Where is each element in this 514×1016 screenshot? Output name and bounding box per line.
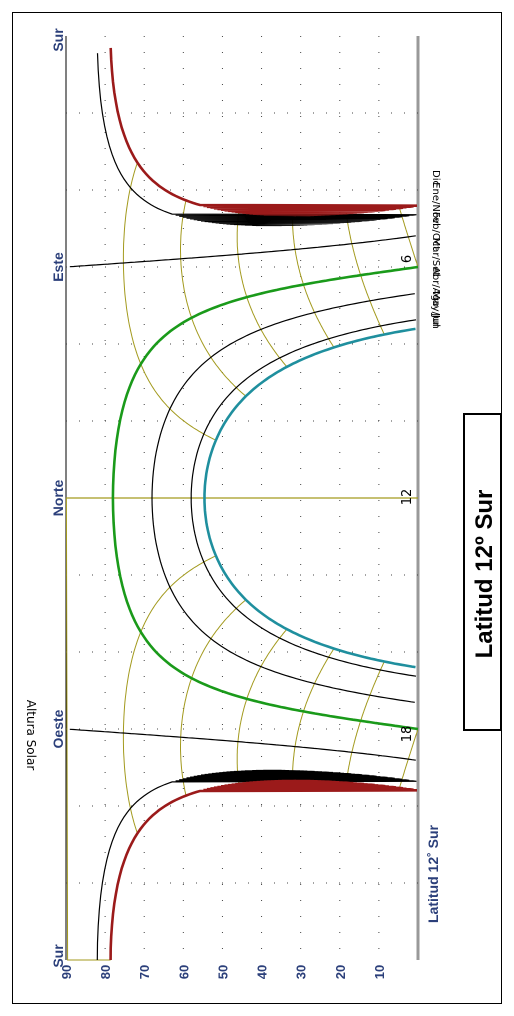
x-tick-label-2: Norte: [50, 480, 66, 517]
hour-labels: 18 12 6: [400, 255, 415, 742]
series-line-may-jul-0: [190, 319, 417, 677]
series-line-feb-oct-0: [69, 235, 416, 268]
y-tick-label-10: 10: [372, 965, 387, 979]
series-line-abr-ago-0: [151, 293, 415, 703]
y-tick-label-20: 20: [333, 965, 348, 979]
series-line-ene-nov-0: [96, 53, 417, 227]
series-line-ene-nov-1: [96, 769, 417, 961]
x-tick-labels: Sur Oeste Norte Este Sur: [50, 28, 66, 968]
series-label-1: Ene/Nov: [430, 182, 441, 224]
y-tick-label-70: 70: [137, 965, 152, 979]
series-line-feb-oct-1: [69, 728, 416, 761]
series-label-6: Jun: [430, 312, 441, 329]
y-tick-label-30: 30: [294, 965, 309, 979]
chart-title: Latitud 12º Sur: [471, 490, 498, 659]
chart-subtitle: Latitud 12˚ Sur: [425, 824, 441, 923]
y-tick-label-80: 80: [98, 965, 113, 979]
series-label-3: Mar/Set: [430, 238, 441, 277]
title-box: Latitud 12º Sur: [463, 413, 502, 731]
y-tick-label-60: 60: [176, 965, 191, 979]
y-tick-label-40: 40: [255, 965, 270, 979]
y-tick-labels: 90 80 70 60 50 40 30 20 10: [59, 965, 387, 979]
x-tick-label-1: Oeste: [50, 709, 66, 748]
y-tick-label-90: 90: [59, 965, 74, 979]
y-axis-label: Altura Solar: [24, 700, 38, 771]
hour-label-12: 12: [400, 489, 415, 506]
x-tick-label-3: Este: [50, 252, 66, 282]
series-label-2: Feb/Oct: [430, 212, 441, 250]
series-line-jun-0: [203, 327, 416, 669]
series-line-dic-0: [109, 47, 418, 217]
series-line-dic-1: [109, 779, 418, 961]
hour-label-6: 6: [400, 255, 415, 263]
series-label-5: May/Jul: [430, 291, 441, 327]
x-tick-label-4: Sur: [50, 28, 66, 52]
series-lines: [69, 47, 419, 961]
x-tick-label-0: Sur: [50, 944, 66, 968]
y-tick-label-50: 50: [215, 965, 230, 979]
series-label-0: Dic: [430, 170, 441, 186]
series-labels: DicEne/NovFeb/OctMar/SetAbr/AgoMay/JulJu…: [430, 170, 441, 329]
series-line-mar-set-0: [111, 265, 419, 731]
hour-label-18: 18: [400, 726, 415, 743]
series-label-4: Abr/Ago: [430, 267, 441, 307]
